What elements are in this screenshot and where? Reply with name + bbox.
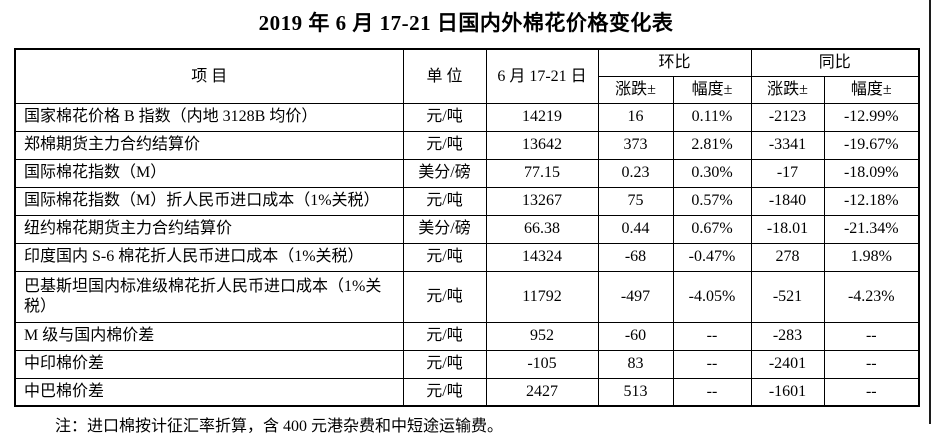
header-unit: 单 位 [402,48,487,104]
unit-cell: 元/吨 [402,186,487,216]
mom-change-cell: 75 [597,186,674,216]
yoy-rate-cell: -21.34% [823,214,920,244]
value-cell: -105 [485,349,599,379]
header-yoy-rate: 幅度± [823,75,920,104]
table-row: 国家棉花价格 B 指数（内地 3128B 均价） 元/吨 14219 16 0.… [14,102,920,132]
unit-cell: 元/吨 [402,349,487,379]
yoy-rate-cell: -- [823,377,920,407]
header-item: 项 目 [14,48,404,104]
item-cell: 国际棉花指数（M）折人民币进口成本（1%关税） [14,186,404,216]
mom-rate-cell: 0.57% [672,186,752,216]
table-row: 巴基斯坦国内标准级棉花折人民币进口成本（1%关税） 元/吨 11792 -497… [14,270,920,323]
mom-rate-cell: -- [672,321,752,351]
table-row: 中印棉价差 元/吨 -105 83 -- -2401 -- [14,349,920,379]
value-cell: 14219 [485,102,599,132]
mom-change-cell: 16 [597,102,674,132]
table-row: 国际棉花指数（M） 美分/磅 77.15 0.23 0.30% -17 -18.… [14,158,920,188]
yoy-rate-cell: -12.99% [823,102,920,132]
yoy-change-cell: -1601 [750,377,825,407]
table-row: 国际棉花指数（M）折人民币进口成本（1%关税） 元/吨 13267 75 0.5… [14,186,920,216]
page-title: 2019 年 6 月 17-21 日国内外棉花价格变化表 [258,11,674,35]
item-cell: 郑棉期货主力合约结算价 [14,130,404,160]
item-cell: 巴基斯坦国内标准级棉花折人民币进口成本（1%关税） [14,270,404,323]
unit-cell: 元/吨 [402,242,487,272]
page-edge-divider [929,0,931,424]
mom-change-cell: -60 [597,321,674,351]
table-header: 项 目 单 位 6 月 17-21 日 环比 同比 涨跌± 幅度± 涨跌± 幅度… [14,48,920,104]
item-cell: 中巴棉价差 [14,377,404,407]
table-row: 印度国内 S-6 棉花折人民币进口成本（1%关税） 元/吨 14324 -68 … [14,242,920,272]
value-cell: 77.15 [485,158,599,188]
mom-change-cell: -497 [597,270,674,323]
header-mom-group: 环比 [597,48,752,77]
header-yoy-change: 涨跌± [750,75,825,104]
item-cell: 印度国内 S-6 棉花折人民币进口成本（1%关税） [14,242,404,272]
yoy-change-cell: -18.01 [750,214,825,244]
header-period: 6 月 17-21 日 [485,48,599,104]
table-body: 国家棉花价格 B 指数（内地 3128B 均价） 元/吨 14219 16 0.… [14,102,920,407]
value-cell: 13642 [485,130,599,160]
unit-cell: 美分/磅 [402,214,487,244]
yoy-change-cell: -283 [750,321,825,351]
table-row: 郑棉期货主力合约结算价 元/吨 13642 373 2.81% -3341 -1… [14,130,920,160]
yoy-rate-cell: -12.18% [823,186,920,216]
value-cell: 2427 [485,377,599,407]
mom-rate-cell: 0.30% [672,158,752,188]
yoy-change-cell: -1840 [750,186,825,216]
mom-change-cell: 83 [597,349,674,379]
item-cell: 国际棉花指数（M） [14,158,404,188]
header-row-top: 项 目 单 位 6 月 17-21 日 环比 同比 [14,48,920,104]
mom-rate-cell: -0.47% [672,242,752,272]
value-cell: 952 [485,321,599,351]
value-cell: 66.38 [485,214,599,244]
yoy-rate-cell: 1.98% [823,242,920,272]
mom-change-cell: 513 [597,377,674,407]
value-cell: 11792 [485,270,599,323]
mom-change-cell: -68 [597,242,674,272]
header-mom-change: 涨跌± [597,75,674,104]
table-row: 中巴棉价差 元/吨 2427 513 -- -1601 -- [14,377,920,407]
yoy-rate-cell: -4.23% [823,270,920,323]
table-row: 纽约棉花期货主力合约结算价 美分/磅 66.38 0.44 0.67% -18.… [14,214,920,244]
yoy-change-cell: -2123 [750,102,825,132]
mom-rate-cell: 2.81% [672,130,752,160]
footnote: 注：进口棉按计征汇率折算，含 400 元港杂费和中短途运输费。 [55,418,504,435]
yoy-change-cell: -521 [750,270,825,323]
header-mom-rate: 幅度± [672,75,752,104]
header-row-sub: 涨跌± 幅度± 涨跌± 幅度± [15,75,920,104]
table-row: M 级与国内棉价差 元/吨 952 -60 -- -283 -- [14,321,920,351]
yoy-rate-cell: -19.67% [823,130,920,160]
mom-rate-cell: -4.05% [672,270,752,323]
item-cell: M 级与国内棉价差 [14,321,404,351]
mom-change-cell: 0.23 [597,158,674,188]
unit-cell: 元/吨 [402,270,487,323]
unit-cell: 元/吨 [402,377,487,407]
mom-rate-cell: -- [672,377,752,407]
yoy-rate-cell: -- [823,349,920,379]
unit-cell: 美分/磅 [402,158,487,188]
unit-cell: 元/吨 [402,321,487,351]
yoy-change-cell: -3341 [750,130,825,160]
yoy-rate-cell: -18.09% [823,158,920,188]
unit-cell: 元/吨 [402,130,487,160]
mom-change-cell: 373 [597,130,674,160]
header-yoy-group: 同比 [750,48,920,77]
mom-rate-cell: -- [672,349,752,379]
item-cell: 纽约棉花期货主力合约结算价 [14,214,404,244]
value-cell: 13267 [485,186,599,216]
unit-cell: 元/吨 [402,102,487,132]
yoy-rate-cell: -- [823,321,920,351]
mom-change-cell: 0.44 [597,214,674,244]
cotton-price-table: 项 目 单 位 6 月 17-21 日 环比 同比 涨跌± 幅度± 涨跌± 幅度… [14,48,921,407]
mom-rate-cell: 0.67% [672,214,752,244]
yoy-change-cell: -2401 [750,349,825,379]
item-cell: 国家棉花价格 B 指数（内地 3128B 均价） [14,102,404,132]
item-cell: 中印棉价差 [14,349,404,379]
mom-rate-cell: 0.11% [672,102,752,132]
yoy-change-cell: -17 [750,158,825,188]
value-cell: 14324 [485,242,599,272]
yoy-change-cell: 278 [750,242,825,272]
